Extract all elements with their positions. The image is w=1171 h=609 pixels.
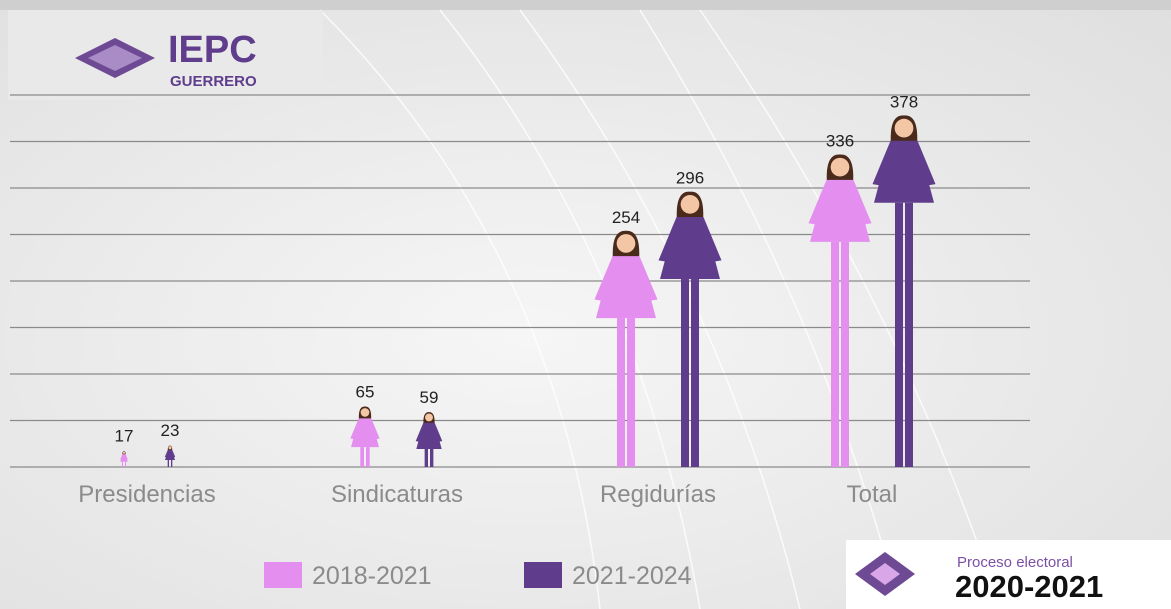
- head: [617, 234, 636, 253]
- value-label: 378: [890, 92, 918, 111]
- head: [895, 119, 914, 138]
- badge: Proceso electoral 2020-2021: [846, 540, 1171, 609]
- head: [831, 158, 850, 177]
- head: [168, 446, 171, 449]
- leg: [366, 447, 370, 467]
- head: [361, 408, 370, 417]
- x-tick-label: Sindicaturas: [331, 481, 463, 508]
- badge-years: 2020-2021: [955, 569, 1103, 604]
- leg: [905, 203, 913, 467]
- logo: IEPC GUERRERO: [8, 10, 323, 100]
- x-tick-label: Presidencias: [78, 481, 215, 508]
- head: [425, 414, 433, 422]
- leg: [171, 460, 172, 467]
- legend-label: 2021-2024: [572, 562, 692, 590]
- logo-sub: GUERRERO: [170, 73, 257, 90]
- leg: [122, 462, 123, 467]
- leg: [627, 318, 635, 467]
- legend-label: 2018-2021: [312, 562, 432, 590]
- value-label: 254: [612, 208, 640, 227]
- value-label: 17: [115, 426, 134, 445]
- x-tick-label: Total: [847, 481, 898, 508]
- top-band: [0, 0, 1171, 10]
- leg: [425, 449, 428, 467]
- legend-swatch: [264, 562, 302, 588]
- leg: [168, 460, 169, 467]
- legend-swatch: [524, 562, 562, 588]
- value-label: 336: [826, 132, 854, 151]
- leg: [691, 279, 699, 467]
- x-tick-label: Regidurías: [600, 481, 716, 508]
- value-label: 296: [676, 169, 704, 188]
- value-label: 59: [420, 388, 439, 407]
- leg: [360, 447, 364, 467]
- head: [123, 452, 125, 454]
- chart: IEPC GUERRERO Proceso electoral 2020-202…: [0, 0, 1171, 609]
- leg: [831, 242, 839, 467]
- leg: [125, 462, 126, 467]
- leg: [681, 279, 689, 467]
- leg: [617, 318, 625, 467]
- value-label: 23: [161, 421, 180, 440]
- head: [681, 195, 700, 214]
- value-label: 65: [356, 382, 375, 401]
- leg: [841, 242, 849, 467]
- leg: [430, 449, 433, 467]
- leg: [895, 203, 903, 467]
- logo-name: IEPC: [168, 29, 257, 71]
